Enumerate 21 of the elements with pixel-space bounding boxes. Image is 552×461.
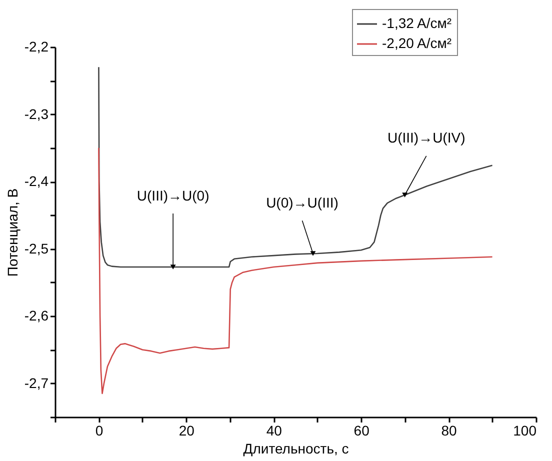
y-axis-title: Потенциал, В	[4, 188, 20, 277]
legend-label: -2,20 A/см²	[382, 35, 452, 51]
x-axis-title: Длительность, с	[243, 440, 349, 456]
annotation: U(III)→U(IV)	[387, 130, 466, 146]
x-tick-label: 0	[95, 422, 104, 438]
line-series	[98, 147, 493, 394]
y-tick-label: -2,3	[24, 106, 49, 122]
x-tick-label: 100	[513, 422, 537, 438]
y-tick-label: -2,6	[24, 308, 49, 324]
line-series	[98, 66, 493, 268]
annotation: U(0)→U(III)	[266, 194, 338, 210]
x-tick-label: 20	[178, 422, 195, 438]
y-tick-label: -2,2	[24, 38, 49, 54]
y-tick-label: -2,7	[24, 374, 49, 391]
y-tick-label: -2,5	[24, 240, 49, 256]
x-tick-label: 60	[354, 422, 370, 438]
x-tick-label: 80	[441, 422, 458, 438]
y-tick-label: -2,4	[24, 173, 49, 190]
annotation: U(III)→U(0)	[136, 187, 210, 204]
x-tick-label: 40	[266, 422, 282, 438]
legend-label: -1,32 A/см²	[382, 15, 452, 31]
